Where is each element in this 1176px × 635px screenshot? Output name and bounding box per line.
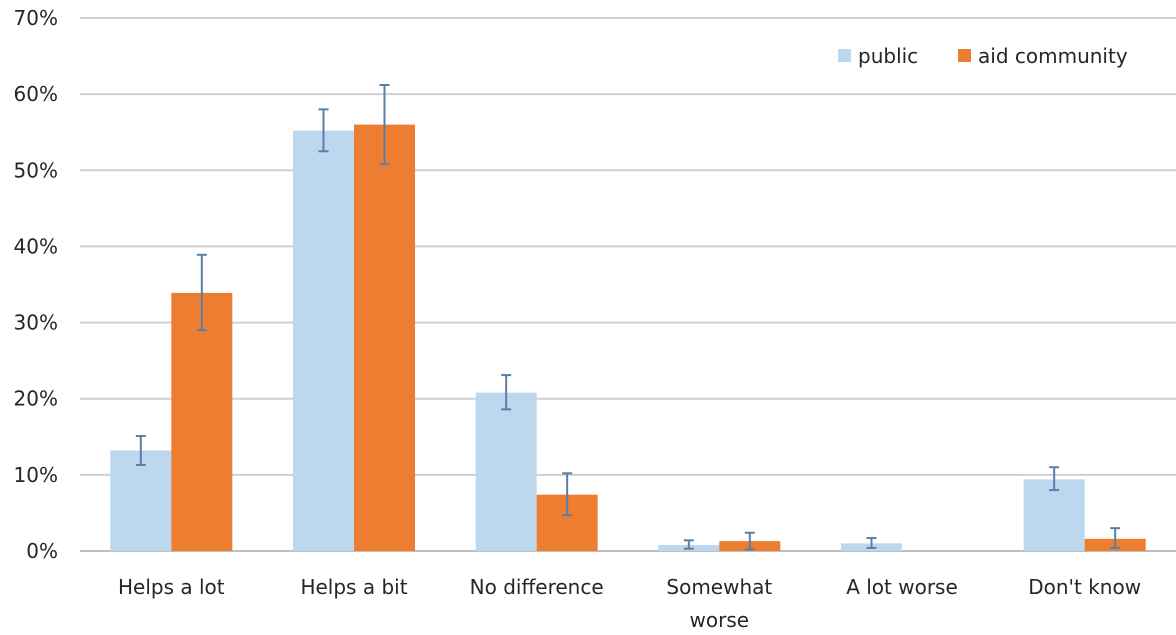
bar-aid-community bbox=[354, 124, 415, 551]
x-category-label: A lot worse bbox=[846, 575, 958, 599]
legend-label: public bbox=[858, 44, 918, 68]
y-tick-label: 70% bbox=[14, 6, 58, 30]
y-tick-label: 20% bbox=[14, 387, 58, 411]
bar-aid-community bbox=[171, 292, 233, 551]
legend-swatch bbox=[958, 49, 971, 62]
legend-label: aid community bbox=[978, 44, 1128, 68]
gridlines bbox=[80, 17, 1176, 552]
y-tick-label: 40% bbox=[14, 234, 58, 258]
x-category-label: Somewhat bbox=[666, 575, 772, 599]
bar-public bbox=[475, 392, 537, 551]
y-tick-label: 10% bbox=[14, 463, 58, 487]
error-bar bbox=[562, 472, 573, 517]
error-bars bbox=[135, 84, 1121, 551]
legend-swatch bbox=[838, 49, 851, 62]
error-bar bbox=[318, 108, 329, 153]
error-bar bbox=[683, 539, 694, 550]
y-tick-label: 60% bbox=[14, 82, 58, 106]
bar-public bbox=[293, 130, 354, 552]
x-category-label: Don't know bbox=[1028, 575, 1141, 599]
bars bbox=[110, 124, 1146, 552]
error-bar bbox=[866, 537, 877, 549]
error-bar bbox=[1110, 527, 1121, 549]
legend: public aid community bbox=[838, 44, 1128, 68]
error-bar bbox=[744, 531, 755, 551]
y-tick-label: 50% bbox=[14, 158, 58, 182]
x-category-label: Helps a bit bbox=[300, 575, 407, 599]
error-bar bbox=[501, 374, 512, 411]
error-bar bbox=[379, 84, 390, 166]
bar-public bbox=[1023, 479, 1085, 551]
error-bar bbox=[196, 253, 207, 332]
y-tick-label: 30% bbox=[14, 311, 58, 335]
error-bar bbox=[1049, 466, 1060, 492]
error-bar bbox=[135, 435, 146, 466]
x-category-label: Helps a lot bbox=[118, 575, 225, 599]
x-axis-labels: Helps a lot Helps a bit No difference Somew… bbox=[118, 575, 1141, 632]
x-category-label: worse bbox=[690, 608, 750, 632]
bar-public bbox=[110, 450, 172, 551]
x-category-label: No difference bbox=[470, 575, 604, 599]
y-tick-label: 0% bbox=[26, 539, 58, 563]
y-axis-ticks: 0% 10% 20% 30% 40% 50% 60% 70% bbox=[14, 6, 58, 563]
